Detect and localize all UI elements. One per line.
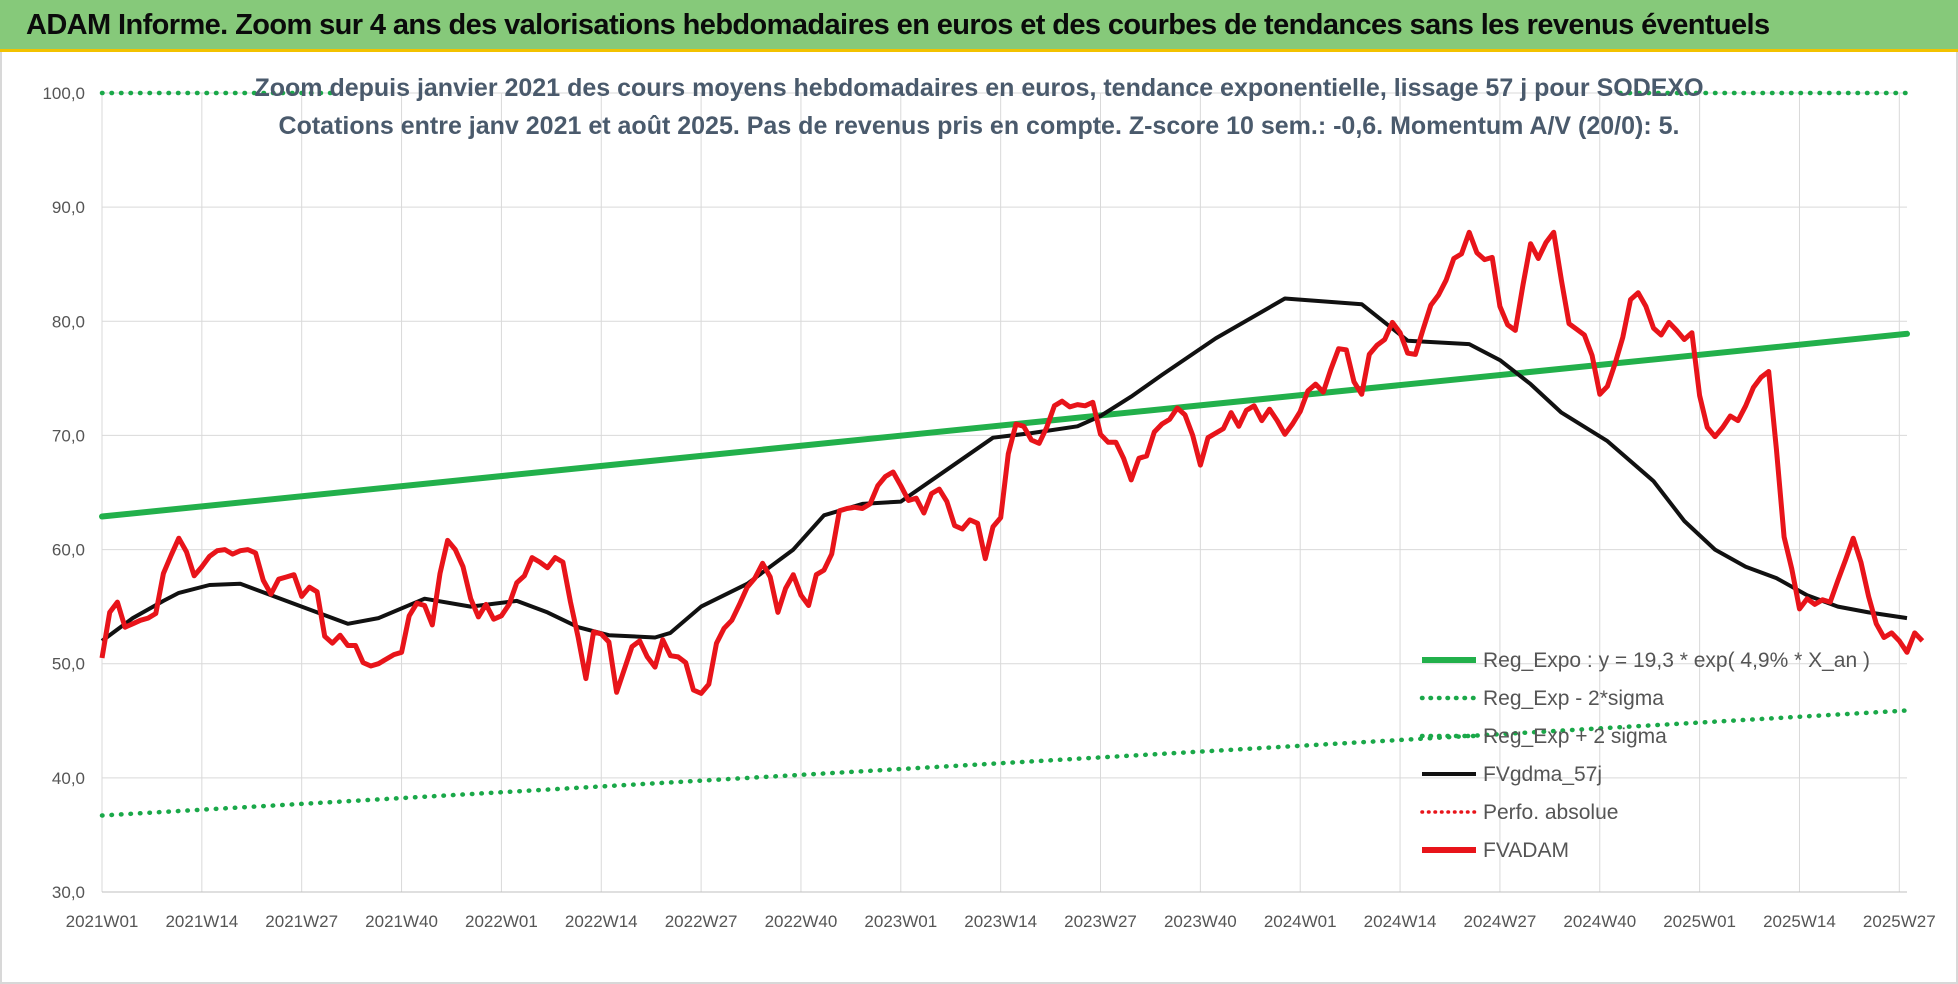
legend-label: Reg_Expo : y = 19,3 * exp( 4,9% * X_an ) [1483, 649, 1870, 672]
x-axis-labels: 2021W01 2021W14 2021W27 2021W40 2022W01 2022W… [66, 912, 1936, 931]
x-tick-label: 2022W27 [665, 912, 738, 931]
x-tick-label: 2024W27 [1464, 912, 1537, 931]
series-fvgdma-57j [100, 296, 1908, 643]
chart-subtitle: Zoom depuis janvier 2021 des cours moyen… [254, 74, 1703, 140]
y-tick-label: 60,0 [52, 541, 85, 560]
x-tick-label: 2025W14 [1763, 912, 1836, 931]
x-tick-label: 2022W40 [765, 912, 838, 931]
series-fvadam [99, 229, 1925, 696]
x-tick-label: 2024W40 [1563, 912, 1636, 931]
report-title: ADAM Informe. Zoom sur 4 ans des valoris… [26, 9, 1770, 41]
y-tick-label: 50,0 [52, 655, 85, 674]
legend-label: Perfo. absolue [1483, 801, 1618, 824]
chart-legend: Reg_Expo : y = 19,3 * exp( 4,9% * X_an )… [1419, 649, 1870, 862]
x-tick-label: 2022W01 [465, 912, 538, 931]
x-tick-label: 2023W14 [964, 912, 1037, 931]
x-tick-label: 2025W01 [1663, 912, 1736, 931]
x-tick-label: 2021W14 [165, 912, 238, 931]
x-tick-label: 2021W01 [66, 912, 139, 931]
price-trend-chart: 30,0 40,0 50,0 60,0 70,0 80,0 90,0 100,0 2021W0… [42, 74, 1936, 931]
subtitle-line: Zoom depuis janvier 2021 des cours moyen… [254, 74, 1703, 102]
x-tick-label: 2024W14 [1364, 912, 1437, 931]
x-tick-label: 2025W27 [1863, 912, 1936, 931]
series-reg-minus-2sigma [99, 708, 1910, 818]
y-tick-label: 80,0 [52, 312, 85, 331]
y-tick-label: 90,0 [52, 198, 85, 217]
y-tick-label: 30,0 [52, 883, 85, 902]
x-tick-label: 2023W01 [864, 912, 937, 931]
series-reg-expo [99, 330, 1910, 520]
y-tick-label: 40,0 [52, 769, 85, 788]
y-tick-label: 70,0 [52, 426, 85, 445]
x-tick-label: 2023W40 [1164, 912, 1237, 931]
x-tick-label: 2022W14 [565, 912, 638, 931]
legend-label: Reg_Exp - 2*sigma [1483, 687, 1664, 710]
x-tick-label: 2021W40 [365, 912, 438, 931]
y-tick-label: 100,0 [42, 84, 85, 103]
legend-label: FVADAM [1483, 839, 1569, 862]
x-tick-label: 2023W27 [1064, 912, 1137, 931]
legend-label: Reg_Exp + 2 sigma [1483, 725, 1667, 748]
chart-grid [101, 92, 1907, 893]
chart-frame: 30,0 40,0 50,0 60,0 70,0 80,0 90,0 100,0 2021W0… [0, 52, 1958, 984]
series-layer [99, 90, 1925, 818]
report-header: ADAM Informe. Zoom sur 4 ans des valoris… [0, 0, 1958, 52]
x-tick-label: 2024W01 [1264, 912, 1337, 931]
legend-label: FVgdma_57j [1483, 763, 1602, 786]
subtitle-line: Cotations entre janv 2021 et août 2025. … [279, 112, 1680, 140]
y-axis-labels: 30,0 40,0 50,0 60,0 70,0 80,0 90,0 100,0 [42, 84, 85, 902]
x-tick-label: 2021W27 [265, 912, 338, 931]
